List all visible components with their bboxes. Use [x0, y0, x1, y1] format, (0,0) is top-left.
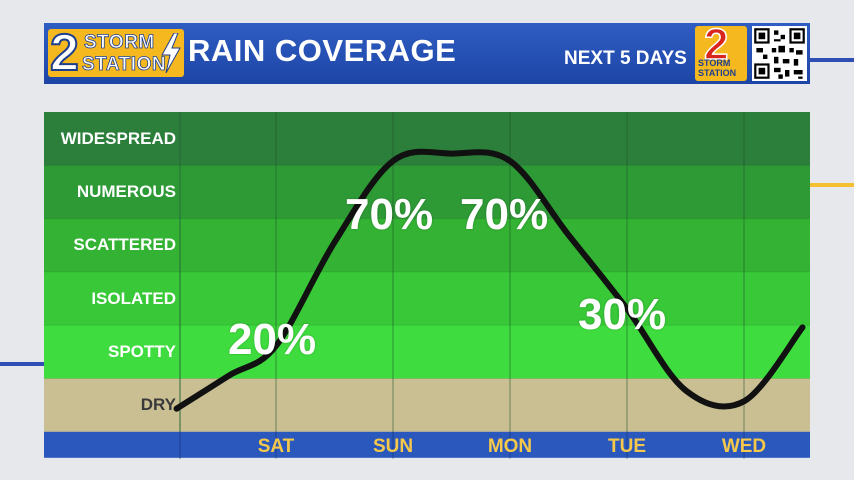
coverage-label-numerous: NUMEROUS [76, 181, 176, 201]
background-stripe-yellow [810, 183, 854, 187]
coverage-curve [173, 148, 806, 412]
storm-station-logo: 2 STORM STATION [48, 24, 184, 82]
band-isolated [44, 271, 810, 326]
band-numerous [44, 165, 810, 220]
coverage-label-isolated: ISOLATED [91, 288, 176, 308]
day-label-sat: SAT [257, 436, 295, 457]
forecast-range-label: NEXT 5 DAYS [564, 48, 687, 69]
band-scattered [44, 218, 810, 273]
logo-right-storm-text: STORM [698, 58, 731, 68]
percent-label-mon: 70% [460, 190, 549, 239]
background-stripe-blue [0, 362, 44, 366]
percent-label-tue: 30% [578, 290, 667, 339]
logo-right-number: 2 [703, 19, 729, 70]
background-stripe-blue-right [810, 58, 854, 62]
coverage-label-widespread: WIDESPREAD [60, 128, 176, 148]
lightning-bolt-icon [161, 33, 181, 73]
coverage-label-scattered: SCATTERED [73, 235, 176, 255]
day-label-wed: WED [721, 436, 767, 457]
band-spotty [44, 325, 810, 379]
band-widespread [44, 112, 810, 166]
qr-code-graphic [754, 28, 805, 79]
day-axis-strip [44, 431, 810, 458]
header-bar: 2 STORM STATION RAIN COVERAGE NEXT 5 DAY… [44, 19, 810, 84]
station-logo-right: 2 STORM STATION [695, 19, 747, 81]
coverage-label-spotty: SPOTTY [107, 341, 176, 361]
logo-number: 2 [49, 24, 80, 82]
day-label-mon: MON [487, 436, 533, 457]
percent-label-sun: 70% [345, 190, 434, 239]
logo-storm-text: STORM [84, 32, 155, 54]
coverage-label-dry: DRY [140, 395, 176, 415]
percent-label-sat: 20% [228, 315, 317, 364]
logo-right-station-text: STATION [698, 68, 737, 78]
logo-station-text: STATION [82, 54, 167, 76]
page-title: RAIN COVERAGE [188, 33, 457, 68]
qr-code-icon [752, 26, 807, 81]
day-label-sun: SUN [372, 436, 414, 457]
day-label-tue: TUE [608, 436, 646, 457]
